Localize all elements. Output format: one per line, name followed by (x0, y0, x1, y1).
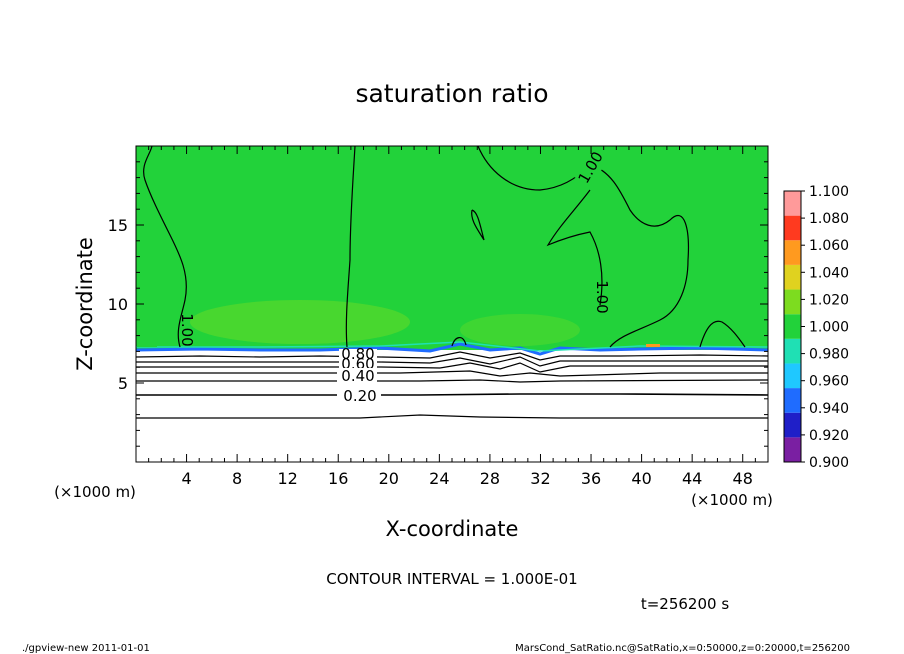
x-tick-label: 4 (181, 469, 191, 488)
footer-program: ./gpview-new 2011-01-01 (22, 643, 150, 654)
contour-label: 0.40 (341, 367, 374, 385)
chart-title: saturation ratio (355, 79, 548, 108)
x-tick-label: 48 (733, 469, 753, 488)
x-tick-label: 16 (328, 469, 348, 488)
colorbar: 0.900 0.920 0.940 0.960 0.980 1.000 1.020 1.040… (783, 184, 849, 471)
colorbar-swatch (784, 314, 801, 339)
lighter-green-patch (460, 314, 580, 346)
contour-label: 1.00 (593, 280, 611, 313)
x-axis-title: X-coordinate (386, 517, 519, 541)
footer-source: MarsCond_SatRatio.nc@SatRatio,x=0:50000,… (515, 643, 850, 654)
y-axis-title: Z-coordinate (73, 237, 97, 371)
colorbar-label: 0.900 (809, 455, 849, 471)
colorbar-swatch (784, 215, 801, 241)
colorbar-label: 1.080 (809, 211, 849, 227)
x-tick-label: 32 (530, 469, 550, 488)
contour-1.00-left (143, 145, 187, 348)
colorbar-swatch (784, 437, 801, 462)
contour-1.00-center (345, 145, 356, 348)
colorbar-label: 1.000 (809, 320, 849, 336)
colorbar-swatch (784, 338, 801, 364)
x-tick-label: 12 (278, 469, 298, 488)
x-tick-label: 44 (682, 469, 702, 488)
lighter-green-patch (190, 300, 410, 344)
contour-label: 0.20 (343, 387, 376, 405)
x-unit-label-left: (×1000 m) (54, 483, 136, 501)
y-tick-label: 10 (108, 295, 128, 314)
colorbar-swatch (784, 289, 801, 315)
x-tick-label: 28 (480, 469, 500, 488)
x-tick-label: 8 (232, 469, 242, 488)
colorbar-label: 1.060 (809, 238, 849, 254)
colorbar-swatch (784, 388, 801, 413)
x-tick-label: 24 (429, 469, 449, 488)
contour-interval: CONTOUR INTERVAL = 1.000E-01 (326, 570, 577, 588)
colorbar-label: 0.920 (809, 428, 849, 444)
time-label: t=256200 s (641, 595, 729, 613)
colorbar-label: 0.940 (809, 401, 849, 417)
x-tick-label: 20 (379, 469, 399, 488)
orange-patch (646, 344, 660, 347)
contour-label: 1.00 (178, 313, 196, 346)
contour-1.00-right (477, 145, 690, 348)
y-tick-label: 15 (108, 216, 128, 235)
x-tick-label: 36 (581, 469, 601, 488)
colorbar-swatch (784, 412, 801, 438)
saturation-boundary (135, 342, 769, 356)
x-unit-label-right: (×1000 m) (691, 491, 773, 509)
colorbar-swatch (784, 191, 801, 216)
plot-area: 1.00 1.00 1.00 0.80 0.60 0.40 0.20 (135, 145, 769, 463)
colorbar-label: 1.020 (809, 292, 849, 308)
colorbar-swatch (784, 264, 801, 290)
colorbar-swatch (784, 240, 801, 265)
x-tick-label: 40 (631, 469, 651, 488)
colorbar-label: 0.980 (809, 347, 849, 363)
colorbar-label: 1.100 (809, 184, 849, 200)
x-axis: 4 8 12 16 20 24 28 32 36 40 44 48 (148, 146, 756, 488)
contour-label: 0.80 (341, 345, 374, 363)
colorbar-swatch (784, 363, 801, 389)
colorbar-label: 1.040 (809, 265, 849, 281)
y-axis: 5 10 15 (108, 161, 768, 447)
y-tick-label: 5 (118, 374, 128, 393)
colorbar-label: 0.960 (809, 374, 849, 390)
